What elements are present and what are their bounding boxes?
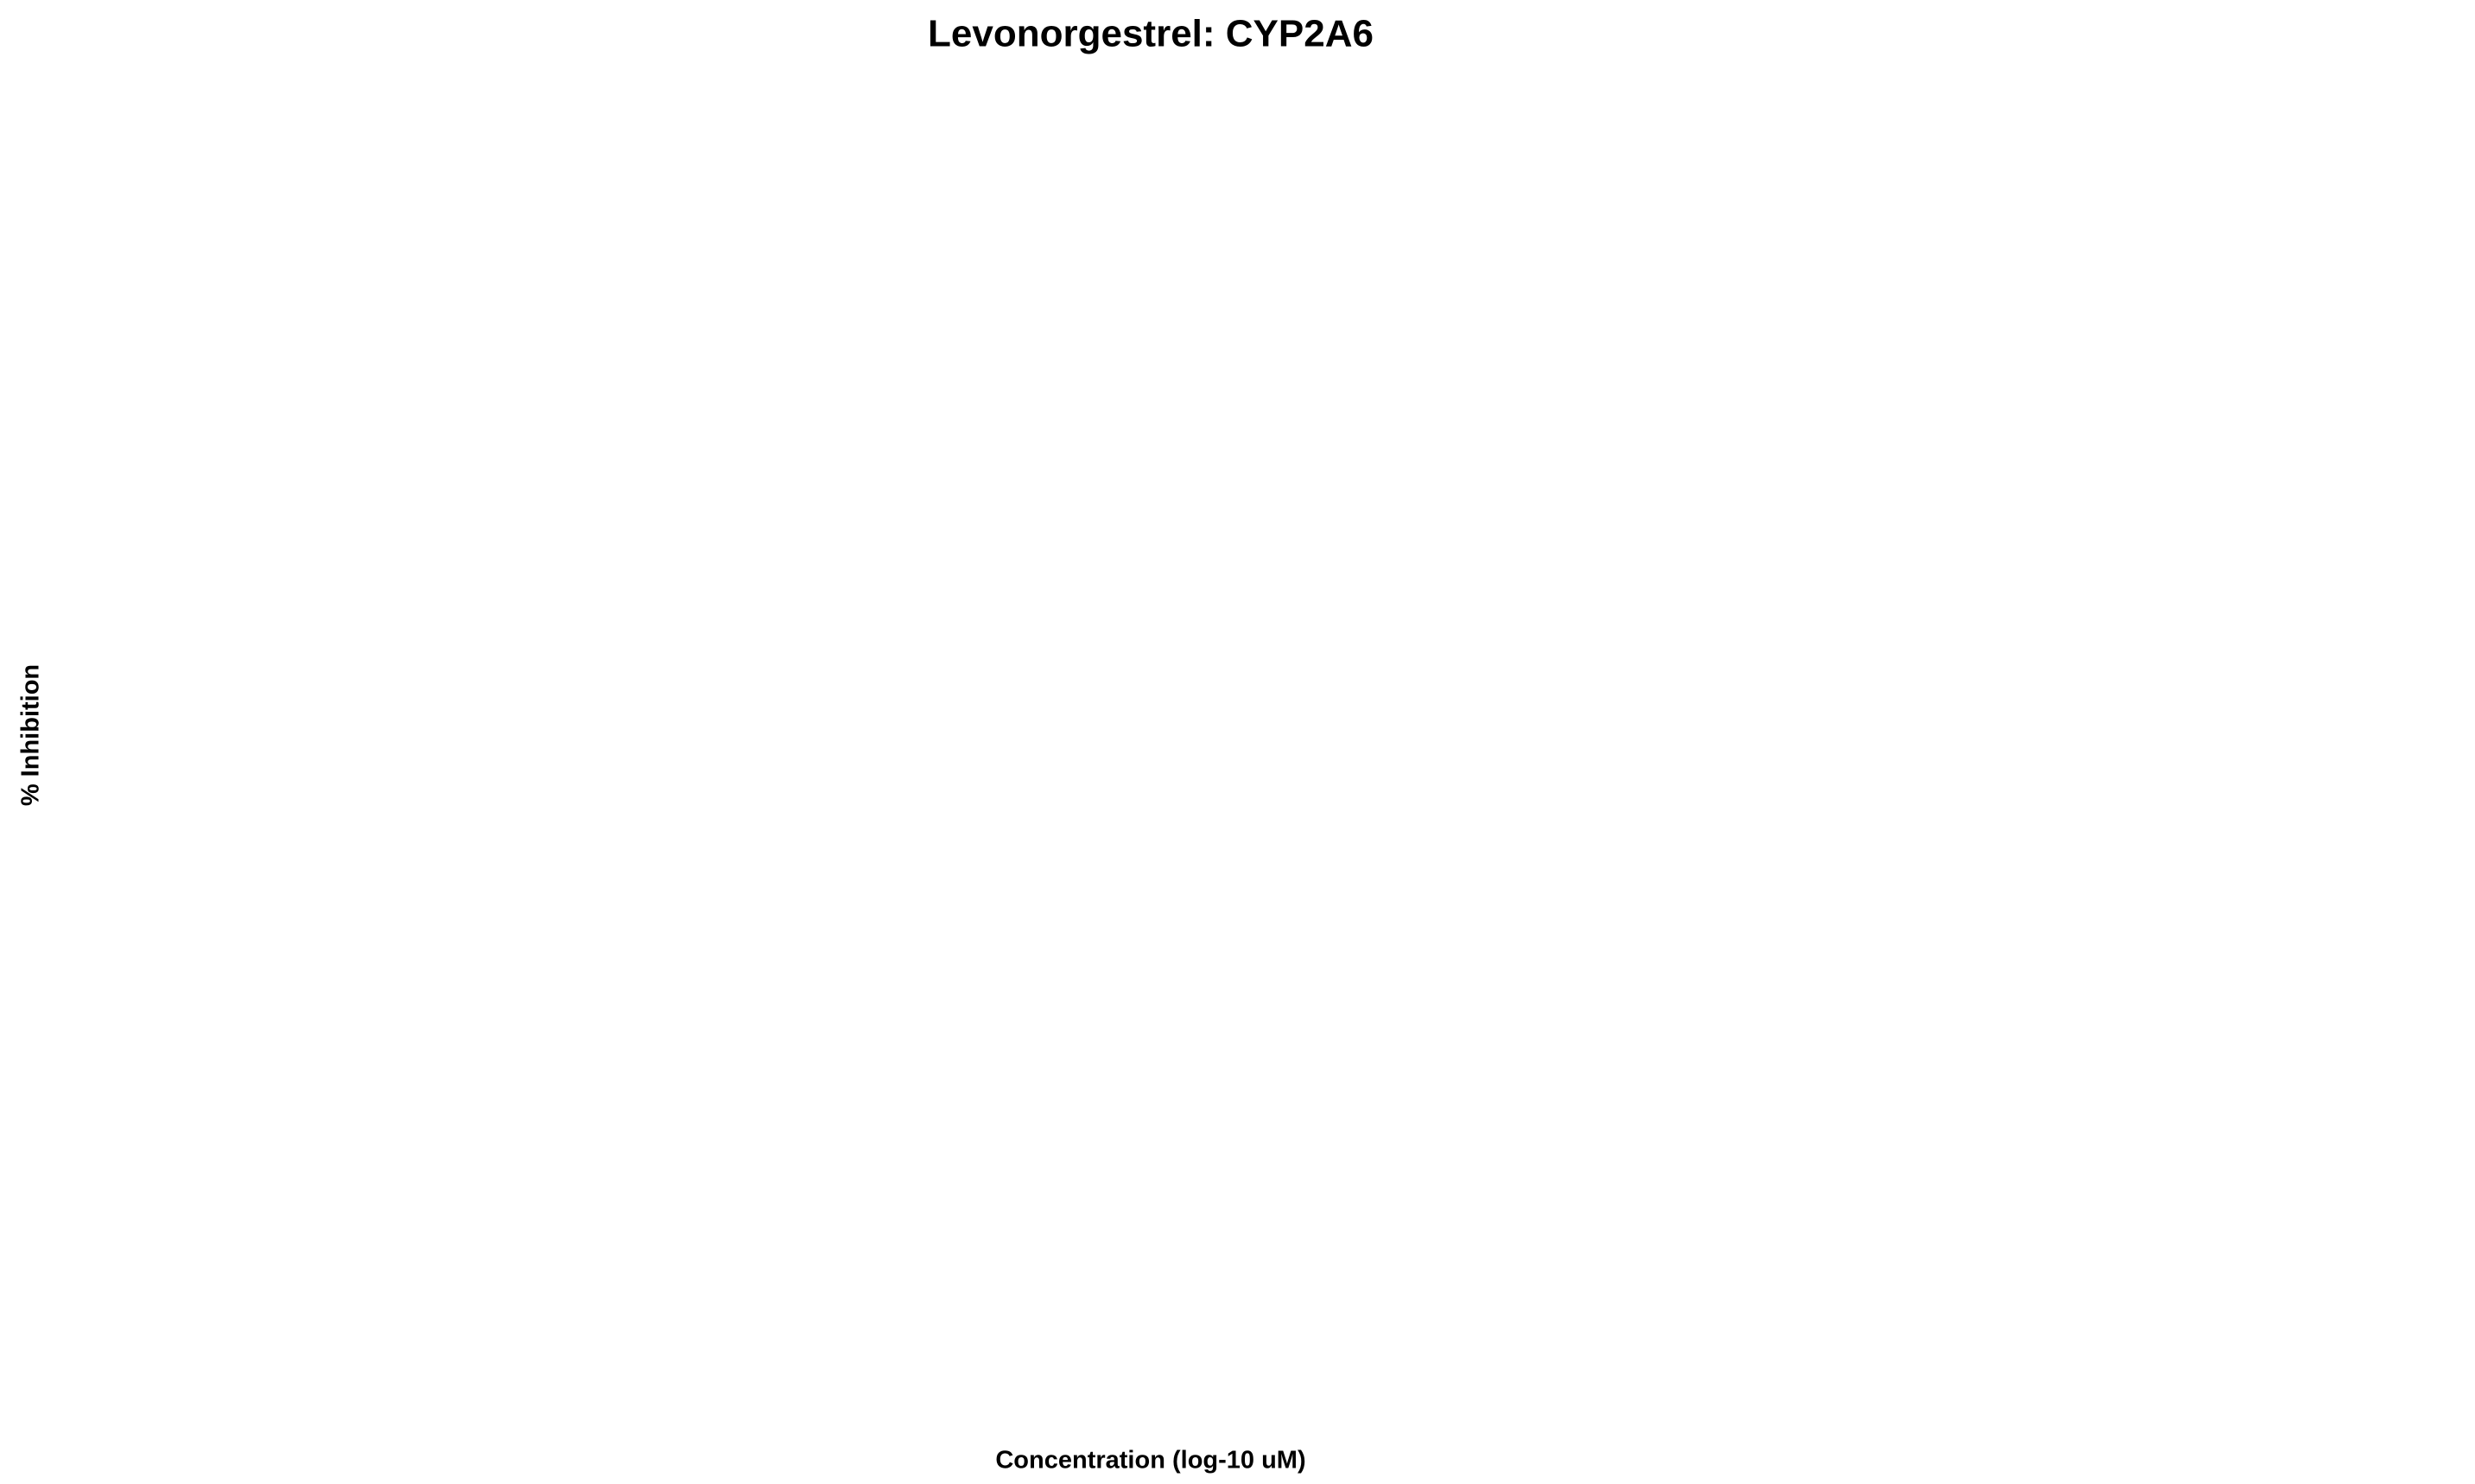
y-axis-title: % Inhibition [17, 664, 45, 806]
chart-title: Levonorgestrel: CYP2A6 [928, 13, 1374, 55]
x-axis-title: Concentration (log-10 uM) [995, 1447, 1305, 1474]
